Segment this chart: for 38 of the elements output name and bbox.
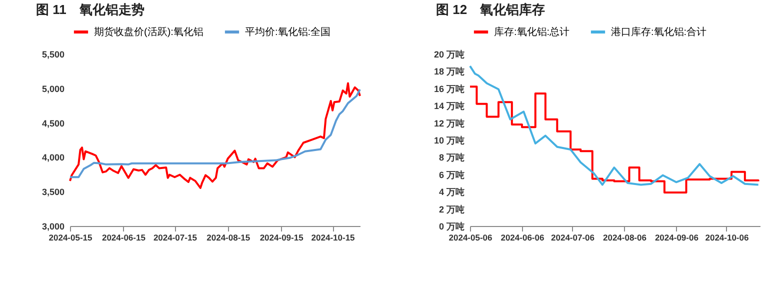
chart-title: 图 11 氧化铝走势 [36, 2, 144, 17]
legend-label: 期货收盘价(活跃):氧化铝 [94, 26, 204, 38]
x-tick-label: 2024-05-06 [448, 232, 493, 242]
y-tick-label: 12 万吨 [434, 118, 464, 128]
x-tick-label: 2024-07-06 [551, 232, 595, 242]
legend-label: 库存:氧化铝:总计 [494, 26, 570, 38]
y-tick-label: 16 万吨 [434, 84, 464, 94]
y-tick-label: 14 万吨 [434, 101, 464, 112]
y-tick-label: 5,000 [42, 84, 64, 94]
y-tick-label: 20 万吨 [434, 50, 464, 60]
line-series [69, 82, 361, 189]
y-tick-label: 18 万吨 [434, 66, 464, 77]
y-tick-label: 0 万吨 [438, 222, 464, 232]
y-tick-label: 6 万吨 [438, 170, 464, 180]
y-tick-label: 8 万吨 [438, 152, 464, 163]
x-tick-label: 2024-06-15 [102, 232, 146, 242]
chart-title: 图 12 氧化铝库存 [436, 2, 546, 17]
x-tick-label: 2024-05-15 [48, 232, 93, 242]
y-tick-label: 4,000 [42, 152, 64, 163]
x-tick-label: 2024-09-15 [260, 232, 304, 242]
x-tick-label: 2024-10-15 [311, 232, 356, 242]
x-tick-label: 2024-07-15 [153, 232, 198, 242]
line-series [69, 88, 361, 178]
legend-label: 港口库存:氧化铝:合计 [611, 26, 707, 38]
x-tick-label: 2024-08-06 [602, 232, 647, 242]
y-tick-label: 10 万吨 [434, 136, 464, 146]
y-tick-label: 5,500 [42, 50, 64, 60]
y-tick-label: 2 万吨 [438, 204, 464, 214]
y-tick-label: 3,000 [42, 222, 64, 232]
y-tick-label: 4 万吨 [438, 187, 464, 198]
legend-label: 平均价:氧化铝:全国 [245, 26, 331, 38]
y-tick-label: 4,500 [42, 118, 64, 128]
x-tick-label: 2024-10-06 [705, 232, 749, 242]
line-series [469, 65, 760, 186]
x-tick-label: 2024-08-15 [206, 232, 250, 242]
x-tick-label: 2024-06-06 [500, 232, 544, 242]
y-tick-label: 3,500 [42, 187, 64, 198]
x-tick-label: 2024-09-06 [654, 232, 699, 242]
